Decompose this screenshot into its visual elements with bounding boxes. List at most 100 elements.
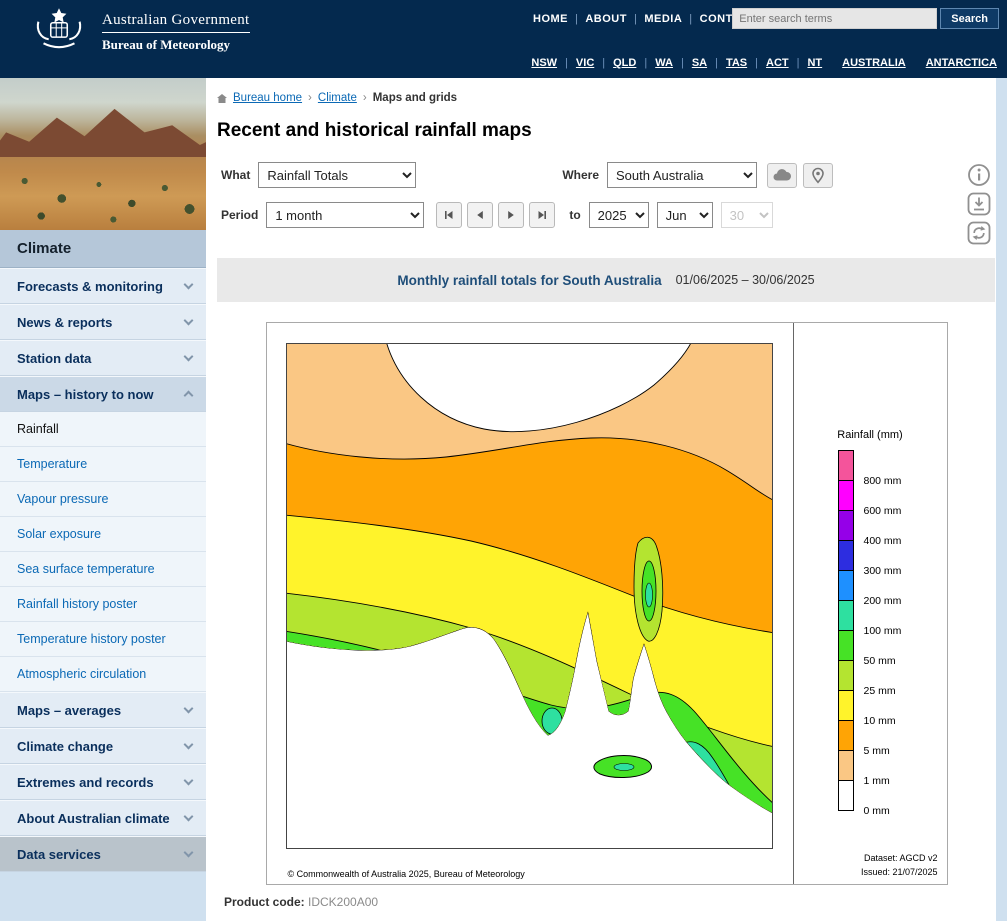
legend-row: 300 mm (837, 540, 930, 577)
state-nav-wa[interactable]: WA (655, 57, 673, 69)
sidebar-subitem-atmospheric-circulation[interactable]: Atmospheric circulation (0, 657, 206, 692)
breadcrumb-bureau-home-link[interactable]: Bureau home (233, 92, 303, 104)
legend-label: 100 mm (863, 625, 902, 637)
info-button[interactable] (966, 163, 991, 188)
nav-about-link[interactable]: ABOUT (585, 13, 627, 25)
refresh-button[interactable] (966, 221, 991, 246)
nav-separator: | (602, 57, 606, 69)
sidebar-item-station-data[interactable]: Station data (0, 340, 206, 376)
legend-label: 5 mm (863, 745, 890, 757)
download-button[interactable] (966, 192, 991, 217)
period-select[interactable]: 1 month (266, 202, 425, 228)
legend-swatch (837, 630, 854, 661)
first-step-button[interactable] (436, 202, 463, 228)
breadcrumb-climate-link[interactable]: Climate (317, 92, 357, 104)
state-nav-australia[interactable]: AUSTRALIA (842, 57, 906, 69)
sidebar-subitem-label: Temperature history poster (17, 632, 166, 646)
product-code-label: Product code: (224, 895, 305, 909)
legend-label: 50 mm (863, 655, 896, 667)
state-nav-nt[interactable]: NT (807, 57, 823, 69)
day-select: 30 (720, 202, 773, 228)
sidebar-item-forecasts-monitoring[interactable]: Forecasts & monitoring (0, 268, 206, 304)
sidebar-subitem-sea-surface-temperature[interactable]: Sea surface temperature (0, 552, 206, 587)
next-step-button[interactable] (498, 202, 525, 228)
sidebar-photo (0, 78, 206, 230)
sidebar: Climate Forecasts & monitoring News & re… (0, 78, 206, 921)
legend-row: 100 mm (837, 600, 930, 637)
what-select[interactable]: Rainfall Totals (258, 162, 417, 188)
chevron-down-icon (183, 811, 194, 822)
state-nav-nsw[interactable]: NSW (531, 57, 558, 69)
sidebar-subitem-rainfall-history-poster[interactable]: Rainfall history poster (0, 587, 206, 622)
time-step-buttons (436, 202, 556, 228)
sidebar-subitem-temperature-history-poster[interactable]: Temperature history poster (0, 622, 206, 657)
sidebar-subitem-label: Sea surface temperature (17, 562, 155, 576)
nav-home-link[interactable]: HOME (533, 13, 568, 25)
state-nav-vic[interactable]: VIC (575, 57, 595, 69)
cloud-icon (773, 169, 792, 181)
state-nav-qld[interactable]: QLD (613, 57, 637, 69)
legend-row: 0 mm (837, 780, 930, 817)
sidebar-subitem-rainfall[interactable]: Rainfall (0, 412, 206, 447)
legend-label: 400 mm (863, 535, 902, 547)
sidebar-subitem-vapour-pressure[interactable]: Vapour pressure (0, 482, 206, 517)
year-select[interactable]: 2025 (588, 202, 649, 228)
breadcrumb-current: Maps and grids (372, 92, 458, 104)
legend-label: 800 mm (863, 475, 902, 487)
sidebar-subitem-label: Rainfall (17, 422, 59, 436)
location-button[interactable] (803, 162, 834, 188)
map-issued: Issued: 21/07/2025 (860, 867, 938, 877)
map-heading-title: Monthly rainfall totals for South Austra… (397, 272, 662, 288)
sidebar-item-news-reports[interactable]: News & reports (0, 304, 206, 340)
nav-media-link[interactable]: MEDIA (644, 13, 683, 25)
legend-row: 5 mm (837, 720, 930, 757)
sidebar-item-extremes-and-records[interactable]: Extremes and records (0, 764, 206, 800)
legend-row: 50 mm (837, 630, 930, 667)
state-nav-tas[interactable]: TAS (725, 57, 748, 69)
sidebar-section-title: Climate (0, 230, 206, 268)
sidebar-item-about-australian-climate[interactable]: About Australian climate (0, 800, 206, 836)
legend-label: 1 mm (863, 775, 890, 787)
nav-separator: | (689, 13, 693, 25)
sidebar-item-label: Maps – history to now (17, 386, 154, 402)
month-select[interactable]: Jun (656, 202, 713, 228)
chevron-down-icon (183, 351, 194, 362)
chevron-down-icon (183, 847, 194, 858)
state-nav-act[interactable]: ACT (766, 57, 789, 69)
legend-label: 0 mm (863, 805, 890, 817)
state-nav: NSW | VIC | QLD | WA | SA | TAS | ACT | NT AUST… (531, 57, 997, 69)
sidebar-item-maps-averages[interactable]: Maps – averages (0, 692, 206, 728)
home-icon (217, 93, 227, 103)
nav-separator: | (796, 57, 800, 69)
chevron-down-icon (183, 739, 194, 750)
map-copyright: © Commonwealth of Australia 2025, Bureau… (287, 869, 525, 879)
where-label: Where (562, 168, 600, 182)
legend-title: Rainfall (mm) (837, 429, 903, 441)
bom-logo[interactable]: Australian Government Bureau of Meteorol… (26, 5, 250, 59)
coat-of-arms-icon (36, 8, 82, 49)
sidebar-subitem-label: Solar exposure (17, 527, 102, 541)
sidebar-subitem-label: Vapour pressure (17, 492, 109, 506)
weather-map-button[interactable] (767, 162, 798, 188)
logo-divider (102, 31, 250, 33)
sidebar-subitem-temperature[interactable]: Temperature (0, 447, 206, 482)
where-select[interactable]: South Australia (607, 162, 758, 188)
legend-label: 600 mm (863, 505, 902, 517)
state-nav-sa[interactable]: SA (691, 57, 708, 69)
sidebar-item-climate-change[interactable]: Climate change (0, 728, 206, 764)
chevron-down-icon (183, 279, 194, 290)
map-date-range: 01/06/2025 – 30/06/2025 (675, 273, 815, 287)
previous-step-button[interactable] (467, 202, 494, 228)
sidebar-subitem-solar-exposure[interactable]: Solar exposure (0, 517, 206, 552)
legend-swatch (837, 690, 854, 721)
sidebar-item-maps-history-to-now[interactable]: Maps – history to now (0, 376, 206, 412)
sidebar-item-label: News & reports (17, 314, 113, 330)
step-back-icon (477, 211, 484, 219)
state-nav-antarctica[interactable]: ANTARCTICA (925, 57, 997, 69)
refresh-icon (967, 221, 990, 245)
search-button[interactable]: Search (940, 8, 999, 29)
last-step-button[interactable] (529, 202, 556, 228)
sidebar-item-data-services[interactable]: Data services (0, 836, 206, 872)
search-input[interactable] (732, 8, 938, 29)
